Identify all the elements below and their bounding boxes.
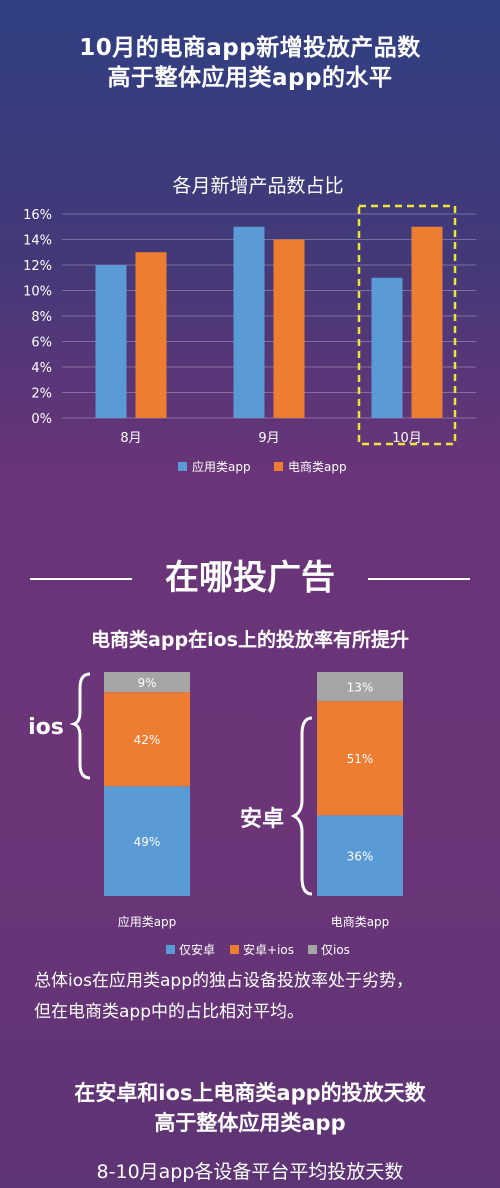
x-tick-label: 9月 bbox=[258, 431, 279, 446]
bar-app bbox=[233, 226, 265, 418]
section-divider-right bbox=[368, 578, 470, 580]
x-tick-label: 10月 bbox=[392, 431, 422, 446]
device-share-stacked-chart: ios 安卓 49% 42% 9% 应用类app 36% 51% 13% 电商类app 仅安卓… bbox=[28, 672, 403, 957]
description-line-1: 总体ios在应用类app的独占设备投放率处于劣势， bbox=[34, 971, 413, 991]
chart-title: 各月新增产品数占比 bbox=[172, 175, 343, 197]
legend-label: 电商类app bbox=[288, 459, 347, 474]
description: 总体ios在应用类app的独占设备投放率处于劣势， 但在电商类app中的占比相对… bbox=[34, 966, 474, 1028]
legend-label: 安卓+ios bbox=[243, 942, 294, 957]
stack-segment bbox=[104, 692, 190, 787]
header-line-1: 10月的电商app新增投放产品数 bbox=[79, 35, 421, 61]
y-tick-label: 16% bbox=[23, 208, 52, 223]
bottom-title: 在安卓和ios上电商类app的投放天数 高于整体应用类app bbox=[0, 1078, 500, 1138]
android-bracket bbox=[290, 716, 313, 896]
highlight-box bbox=[357, 204, 457, 446]
x-tick-label: 应用类app bbox=[118, 914, 177, 929]
y-tick-label: 14% bbox=[23, 234, 52, 249]
monthly-new-products-chart: 各月新增产品数占比 0%2%4%6%8%10%12%14%16%8月 9月 10月 … bbox=[23, 175, 476, 474]
y-tick-label: 12% bbox=[23, 259, 52, 274]
stack-segment bbox=[317, 701, 403, 816]
legend-label: 仅安卓 bbox=[179, 942, 215, 957]
y-tick-label: 2% bbox=[31, 387, 52, 402]
stack-segment bbox=[317, 815, 403, 896]
legend-label: 应用类app bbox=[192, 459, 251, 474]
legend-swatch bbox=[274, 462, 283, 471]
section-divider-left bbox=[30, 578, 132, 580]
legend-swatch bbox=[178, 462, 187, 471]
bottom-subtitle: 8-10月app各设备平台平均投放天数 bbox=[96, 1161, 404, 1183]
header-line-2: 高于整体应用类app的水平 bbox=[107, 65, 393, 91]
ios-bracket bbox=[69, 672, 91, 780]
bottom-title-line-1: 在安卓和ios上电商类app的投放天数 bbox=[74, 1081, 426, 1105]
description-line-2: 但在电商类app中的占比相对平均。 bbox=[34, 1002, 304, 1022]
segment-label: 51% bbox=[347, 752, 374, 766]
legend-swatch bbox=[166, 945, 175, 954]
stack-segment bbox=[317, 672, 403, 702]
legend-swatch bbox=[230, 945, 239, 954]
x-tick-label: 电商类app bbox=[331, 914, 390, 929]
segment-label: 42% bbox=[134, 733, 161, 747]
stack-segment bbox=[104, 672, 190, 693]
bar-ecommerce bbox=[273, 239, 305, 418]
legend-label: 仅ios bbox=[321, 943, 350, 957]
y-tick-label: 10% bbox=[23, 285, 52, 300]
y-tick-label: 8% bbox=[31, 310, 52, 325]
segment-label: 36% bbox=[347, 850, 374, 864]
bottom-title-line-2: 高于整体应用类app bbox=[154, 1111, 346, 1135]
segment-label: 13% bbox=[347, 681, 374, 695]
section-title: 在哪投广告 bbox=[165, 558, 335, 598]
y-tick-label: 0% bbox=[31, 412, 52, 427]
ios-subtitle: 电商类app在ios上的投放率有所提升 bbox=[91, 629, 409, 651]
ios-bracket-label: ios bbox=[28, 715, 64, 740]
legend-swatch bbox=[308, 945, 317, 954]
bar-app bbox=[371, 277, 403, 418]
bar-ecommerce bbox=[411, 226, 443, 418]
y-tick-label: 4% bbox=[31, 361, 52, 376]
segment-label: 49% bbox=[134, 835, 161, 849]
stack-segment bbox=[104, 786, 190, 896]
bar-ecommerce bbox=[135, 252, 167, 418]
segment-label: 9% bbox=[137, 676, 156, 690]
bar-app bbox=[95, 265, 127, 418]
y-tick-label: 6% bbox=[31, 336, 52, 351]
x-tick-label: 8月 bbox=[120, 431, 141, 446]
android-bracket-label: 安卓 bbox=[240, 806, 284, 832]
